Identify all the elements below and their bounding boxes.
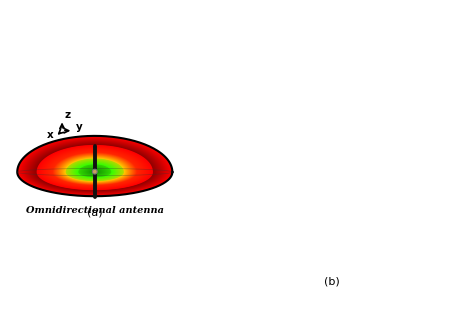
Polygon shape (68, 160, 122, 181)
Polygon shape (46, 149, 143, 187)
Polygon shape (25, 139, 164, 194)
Polygon shape (29, 141, 161, 192)
Polygon shape (49, 151, 140, 186)
Polygon shape (79, 165, 110, 177)
Text: (a): (a) (87, 208, 102, 218)
Circle shape (92, 169, 97, 174)
Polygon shape (62, 157, 128, 182)
Polygon shape (80, 165, 109, 176)
Polygon shape (55, 154, 135, 184)
Polygon shape (23, 138, 166, 194)
Polygon shape (36, 145, 153, 190)
Polygon shape (81, 166, 109, 176)
Polygon shape (73, 162, 117, 179)
Polygon shape (54, 153, 136, 185)
Text: (b): (b) (324, 277, 340, 287)
Polygon shape (93, 171, 97, 173)
Polygon shape (38, 146, 151, 190)
Polygon shape (47, 150, 142, 187)
Polygon shape (34, 143, 156, 191)
Polygon shape (20, 137, 170, 195)
Text: Omnidirectional antenna: Omnidirectional antenna (26, 206, 164, 215)
Polygon shape (89, 169, 100, 174)
Polygon shape (63, 157, 127, 182)
Polygon shape (70, 160, 120, 180)
Polygon shape (50, 151, 139, 186)
Polygon shape (33, 143, 157, 191)
Polygon shape (85, 168, 104, 175)
Polygon shape (72, 161, 118, 179)
Polygon shape (22, 138, 167, 195)
Polygon shape (86, 168, 103, 175)
Polygon shape (32, 143, 158, 192)
Polygon shape (46, 149, 144, 187)
Polygon shape (64, 158, 126, 182)
Polygon shape (51, 152, 138, 186)
Polygon shape (60, 156, 130, 183)
Polygon shape (35, 144, 155, 191)
Polygon shape (84, 167, 106, 176)
Polygon shape (66, 159, 124, 181)
Polygon shape (45, 149, 145, 188)
Polygon shape (48, 150, 141, 187)
Polygon shape (53, 153, 137, 185)
Polygon shape (52, 152, 137, 185)
Polygon shape (91, 170, 99, 173)
Polygon shape (17, 136, 173, 196)
Polygon shape (42, 147, 148, 189)
Polygon shape (24, 139, 165, 194)
Polygon shape (69, 160, 121, 180)
Polygon shape (36, 144, 154, 191)
Polygon shape (37, 145, 152, 190)
Polygon shape (92, 171, 98, 173)
Polygon shape (59, 155, 131, 183)
Polygon shape (27, 140, 163, 193)
Polygon shape (26, 140, 164, 193)
Polygon shape (19, 137, 171, 196)
Polygon shape (43, 148, 147, 188)
Polygon shape (78, 165, 111, 177)
Polygon shape (61, 156, 129, 183)
Polygon shape (44, 148, 146, 188)
Text: y: y (76, 122, 82, 132)
Polygon shape (21, 138, 168, 195)
Polygon shape (31, 142, 159, 192)
Polygon shape (76, 164, 113, 178)
Polygon shape (88, 169, 101, 174)
Polygon shape (82, 166, 108, 176)
Polygon shape (56, 154, 134, 184)
Polygon shape (77, 164, 112, 177)
Polygon shape (39, 146, 150, 189)
Polygon shape (87, 169, 102, 175)
Polygon shape (83, 167, 107, 176)
Polygon shape (28, 141, 162, 193)
Polygon shape (57, 154, 133, 184)
Polygon shape (67, 159, 123, 181)
Polygon shape (90, 170, 100, 174)
Polygon shape (40, 147, 149, 189)
Polygon shape (30, 142, 160, 192)
Polygon shape (18, 136, 172, 196)
Polygon shape (65, 158, 125, 181)
Polygon shape (58, 155, 132, 184)
Polygon shape (74, 163, 115, 178)
Polygon shape (75, 163, 114, 178)
Text: x: x (47, 130, 54, 140)
Polygon shape (71, 161, 119, 180)
Text: z: z (64, 110, 71, 120)
Polygon shape (73, 162, 116, 179)
